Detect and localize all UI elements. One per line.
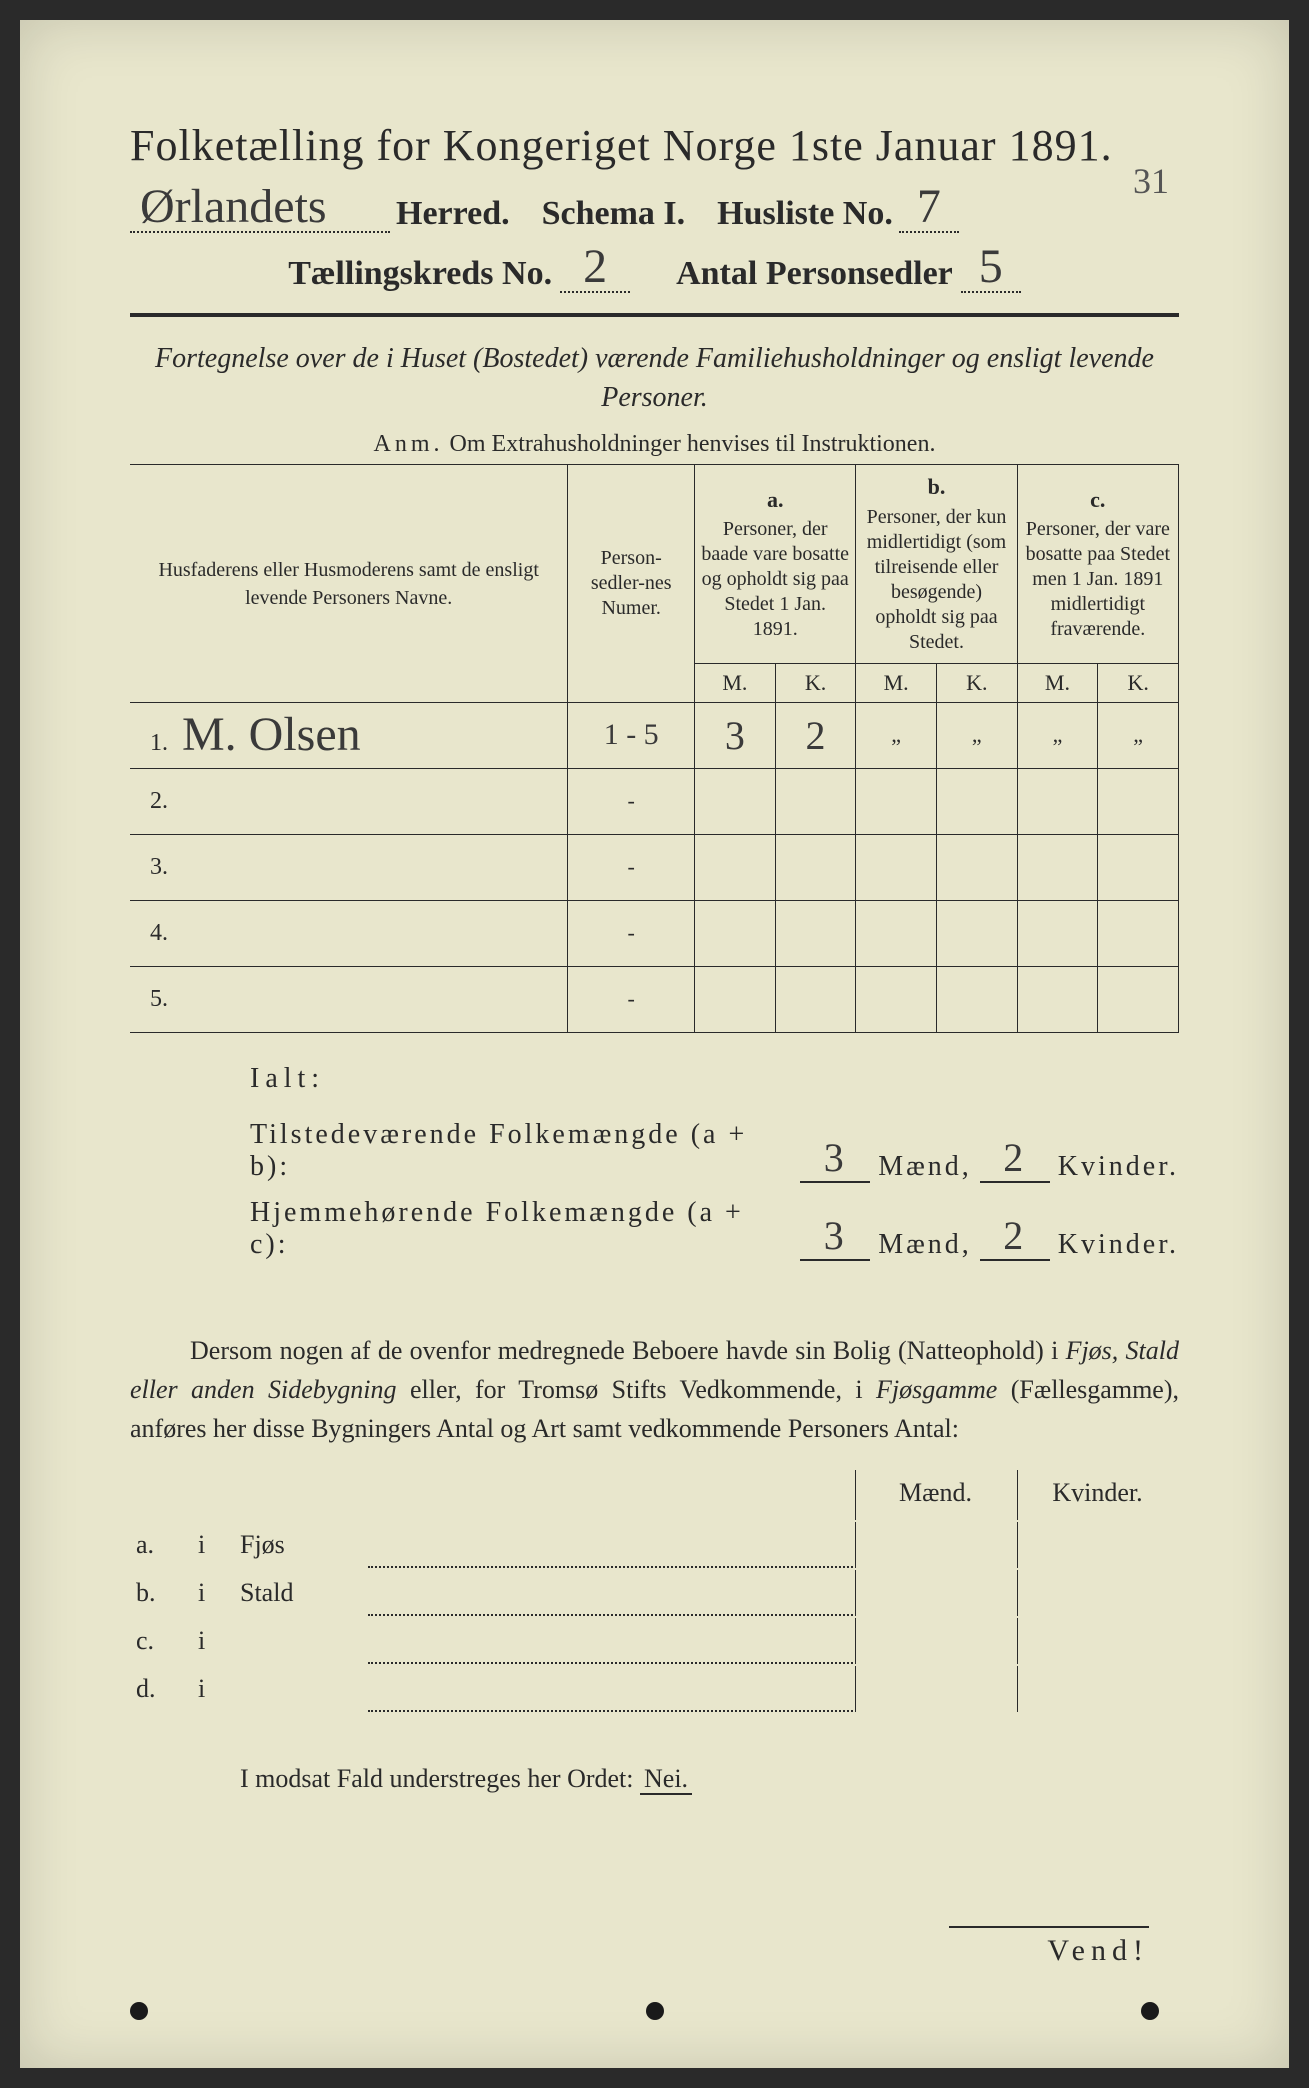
- nei-line: I modsat Fald understreges her Ordet: Ne…: [130, 1764, 1179, 1794]
- schema-label: Schema I.: [542, 195, 686, 233]
- col-a-text: Personer, der baade vare bosatte og opho…: [701, 517, 849, 642]
- para-pre: Dersom nogen af de ovenfor medregnede Be…: [190, 1336, 1066, 1365]
- maend-label-2: Mænd,: [878, 1229, 972, 1261]
- col-a-letter: a.: [701, 486, 849, 518]
- sub-maend: Mænd.: [855, 1470, 1015, 1520]
- nei-word: Nei.: [640, 1764, 692, 1795]
- sub-table-row: b. i Stald: [132, 1570, 1177, 1616]
- col-c-k: K.: [1098, 663, 1179, 702]
- intro-text: Fortegnelse over de i Huset (Bostedet) v…: [130, 339, 1179, 417]
- header-line-2: Ørlandets Herred. Schema I. Husliste No.…: [130, 183, 1179, 233]
- col-head-num: Person-sedler-nes Numer.: [568, 465, 695, 703]
- col-a-m: M.: [695, 663, 776, 702]
- main-table: Husfaderens eller Husmoderens samt de en…: [130, 464, 1179, 1033]
- col-head-b: b. Personer, der kun midlertidigt (som t…: [856, 465, 1017, 664]
- kreds-label: Tællingskreds No.: [288, 255, 552, 293]
- table-row: 3. -: [130, 834, 1179, 900]
- punch-hole-icon: [130, 2002, 148, 2020]
- kvinder-label-2: Kvinder.: [1058, 1229, 1179, 1261]
- pop1-label: Tilstedeværende Folkemængde (a + b):: [250, 1119, 792, 1183]
- col-c-m: M.: [1017, 663, 1098, 702]
- col-c-letter: c.: [1024, 486, 1172, 518]
- anm-line: Anm. Om Extrahusholdninger henvises til …: [130, 431, 1179, 458]
- nei-pre: I modsat Fald understreges her Ordet:: [240, 1764, 634, 1793]
- punch-hole-icon: [646, 2002, 664, 2020]
- col-b-k: K.: [936, 663, 1017, 702]
- sub-kvinder: Kvinder.: [1017, 1470, 1177, 1520]
- census-form-page: 31 Folketælling for Kongeriget Norge 1st…: [20, 20, 1289, 2068]
- header-line-3: Tællingskreds No. 2 Antal Personsedler 5: [130, 243, 1179, 293]
- herred-value: Ørlandets: [130, 183, 390, 233]
- anm-text: Om Extrahusholdninger henvises til Instr…: [450, 431, 936, 457]
- para-mid: eller, for Tromsø Stifts Vedkommende, i: [397, 1375, 876, 1404]
- sub-table-row: d. i: [132, 1666, 1177, 1712]
- kvinder-label: Kvinder.: [1058, 1151, 1179, 1183]
- col-b-m: M.: [856, 663, 937, 702]
- herred-label: Herred.: [396, 195, 510, 233]
- sedler-label: Antal Personsedler: [676, 255, 953, 293]
- kreds-value: 2: [560, 243, 630, 293]
- sub-table-row: a. i Fjøs: [132, 1522, 1177, 1568]
- sedler-value: 5: [961, 243, 1021, 293]
- pop2-k: 2: [980, 1212, 1050, 1261]
- pop1-k: 2: [980, 1134, 1050, 1183]
- page-title: Folketælling for Kongeriget Norge 1ste J…: [130, 120, 1179, 171]
- table-row: 1.M. Olsen 1 - 5 3 2 „ „ „ „: [130, 702, 1179, 768]
- col-head-name: Husfaderens eller Husmoderens samt de en…: [130, 465, 568, 703]
- sub-table: Mænd. Kvinder. a. i Fjøs b. i Stald c. i…: [130, 1468, 1179, 1714]
- table-row: 2. -: [130, 768, 1179, 834]
- pop2-label: Hjemmehørende Folkemængde (a + c):: [250, 1197, 792, 1261]
- col-c-text: Personer, der vare bosatte paa Stedet me…: [1024, 517, 1172, 642]
- divider: [130, 313, 1179, 317]
- totals-block: Ialt: Tilstedeværende Folkemængde (a + b…: [130, 1063, 1179, 1261]
- table-row: 5. -: [130, 966, 1179, 1032]
- husliste-label: Husliste No.: [717, 195, 893, 233]
- pop-line-1: Tilstedeværende Folkemængde (a + b): 3 M…: [250, 1119, 1179, 1183]
- col-a-k: K.: [775, 663, 856, 702]
- pop2-m: 3: [800, 1212, 870, 1261]
- sub-table-row: c. i: [132, 1618, 1177, 1664]
- pop1-m: 3: [800, 1134, 870, 1183]
- maend-label: Mænd,: [878, 1151, 972, 1183]
- anm-prefix: Anm.: [374, 431, 444, 457]
- vend-label: Vend!: [949, 1926, 1149, 1968]
- pop-line-2: Hjemmehørende Folkemængde (a + c): 3 Mæn…: [250, 1197, 1179, 1261]
- margin-annotation: 31: [1133, 160, 1169, 202]
- husliste-value: 7: [899, 183, 959, 233]
- punch-hole-icon: [1141, 2002, 1159, 2020]
- para-em2: Fjøsgamme: [876, 1375, 997, 1404]
- col-b-letter: b.: [862, 473, 1010, 505]
- col-head-c: c. Personer, der vare bosatte paa Stedet…: [1017, 465, 1178, 664]
- ialt-label: Ialt:: [250, 1063, 1179, 1095]
- paragraph: Dersom nogen af de ovenfor medregnede Be…: [130, 1331, 1179, 1448]
- col-b-text: Personer, der kun midlertidigt (som tilr…: [862, 505, 1010, 655]
- col-head-a: a. Personer, der baade vare bosatte og o…: [695, 465, 856, 664]
- table-row: 4. -: [130, 900, 1179, 966]
